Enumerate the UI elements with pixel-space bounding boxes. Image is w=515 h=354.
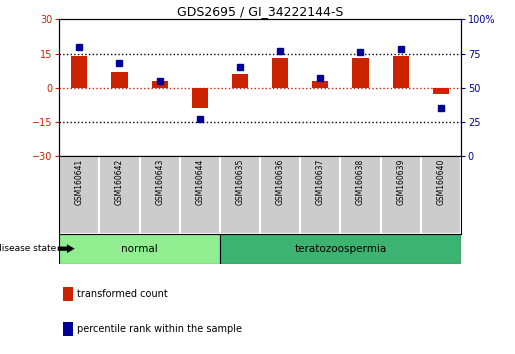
- Text: GSM160638: GSM160638: [356, 159, 365, 205]
- Text: GSM160635: GSM160635: [235, 159, 245, 205]
- Bar: [421, 156, 461, 234]
- Bar: [180, 156, 220, 234]
- Bar: [111, 72, 128, 88]
- Title: GDS2695 / GI_34222144-S: GDS2695 / GI_34222144-S: [177, 5, 344, 18]
- Text: GSM160642: GSM160642: [115, 159, 124, 205]
- Bar: [192, 88, 208, 108]
- Text: transformed count: transformed count: [77, 289, 168, 299]
- Bar: [340, 156, 381, 234]
- Bar: [220, 156, 260, 234]
- Text: GSM160639: GSM160639: [396, 159, 405, 205]
- Bar: [352, 58, 369, 88]
- Bar: [272, 58, 288, 88]
- Text: percentile rank within the sample: percentile rank within the sample: [77, 324, 242, 335]
- Text: normal: normal: [121, 244, 158, 254]
- Bar: [312, 81, 329, 88]
- Bar: [151, 81, 168, 88]
- Bar: [232, 74, 248, 88]
- Bar: [433, 88, 449, 95]
- Bar: [140, 156, 180, 234]
- Text: GSM160640: GSM160640: [436, 159, 445, 205]
- Text: GSM160636: GSM160636: [276, 159, 285, 205]
- Bar: [71, 56, 88, 88]
- Bar: [59, 156, 99, 234]
- Bar: [300, 156, 340, 234]
- Bar: [63, 287, 73, 301]
- Text: GSM160643: GSM160643: [155, 159, 164, 205]
- Bar: [260, 156, 300, 234]
- Text: GSM160644: GSM160644: [195, 159, 204, 205]
- Bar: [220, 234, 461, 264]
- Bar: [63, 322, 73, 336]
- Text: GSM160641: GSM160641: [75, 159, 84, 205]
- Bar: [59, 234, 220, 264]
- Bar: [381, 156, 421, 234]
- Bar: [392, 56, 409, 88]
- Text: teratozoospermia: teratozoospermia: [294, 244, 387, 254]
- Text: disease state: disease state: [0, 244, 57, 253]
- Bar: [99, 156, 140, 234]
- Text: GSM160637: GSM160637: [316, 159, 325, 205]
